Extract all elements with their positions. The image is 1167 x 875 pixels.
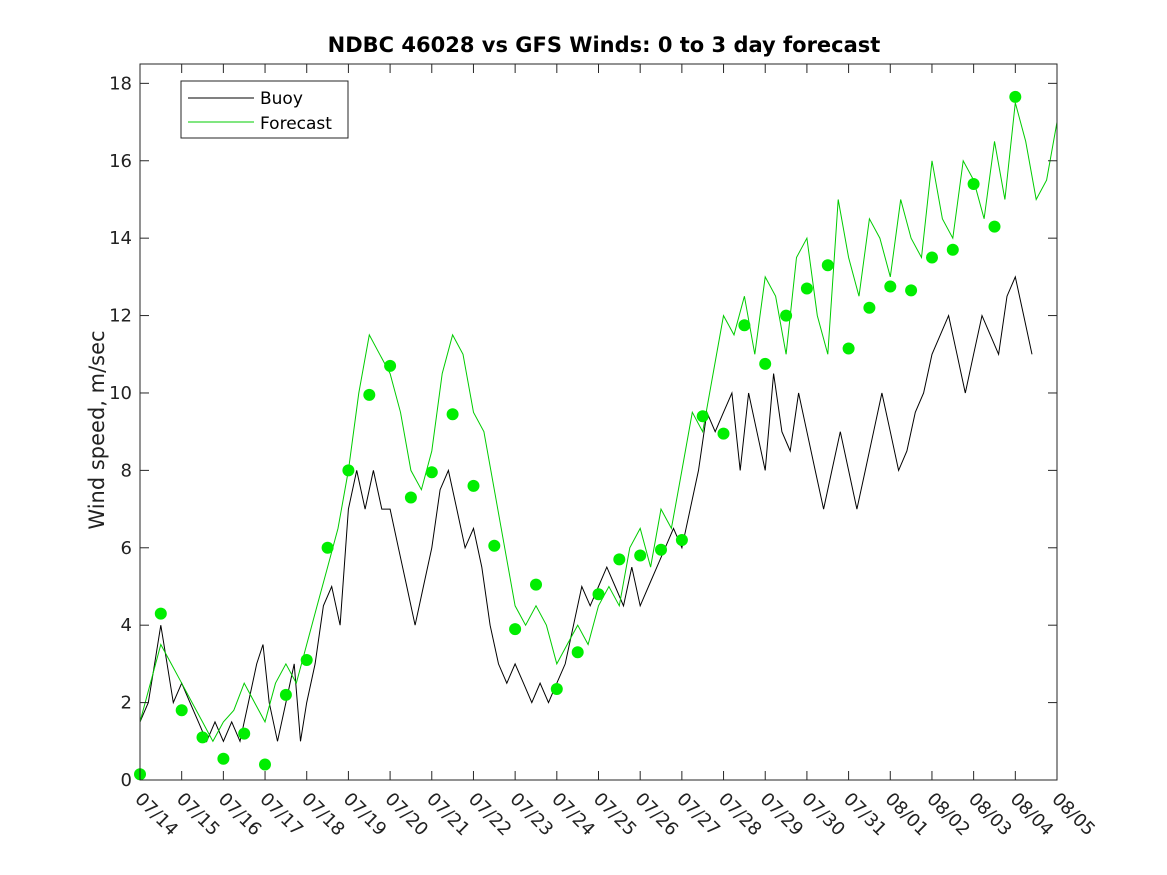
forecast-point [446,408,459,421]
forecast-point [279,688,292,701]
forecast-point [675,534,688,546]
x-tick-label: 07/19 [339,789,391,841]
forecast-markers [134,90,1022,781]
forecast-point [425,466,438,479]
y-axis-ticks: 0 2 4 6 8 10 12 14 16 18 [109,73,1057,791]
forecast-point [509,623,522,636]
forecast-point [634,549,647,562]
forecast-point [467,479,480,492]
x-tick-label: 07/25 [589,789,641,841]
forecast-point [821,259,834,272]
forecast-point [800,282,813,295]
forecast-point [759,357,772,370]
forecast-point [550,683,563,695]
forecast-point [905,284,918,297]
x-tick-label: 07/18 [297,789,349,841]
forecast-point [592,588,605,601]
x-tick-label: 07/31 [839,789,891,841]
x-tick-label: 07/21 [422,789,474,841]
forecast-point [300,654,313,666]
y-tick-label: 0 [121,770,132,791]
y-tick-label: 14 [109,228,132,249]
x-tick-label: 08/01 [881,789,933,841]
x-tick-label: 07/30 [797,789,849,841]
forecast-point [655,543,667,556]
y-axis-label: Wind speed, m/sec [85,330,109,529]
y-tick-label: 6 [121,538,132,559]
legend-buoy-label: Buoy [260,89,303,109]
forecast-point [384,359,397,372]
x-tick-label: 07/20 [381,789,433,841]
y-tick-label: 16 [109,151,132,172]
x-tick-label: 07/23 [506,789,558,841]
forecast-point [259,758,271,771]
forecast-point [842,342,855,355]
x-tick-label: 07/24 [547,789,599,841]
forecast-point [967,178,980,190]
legend: Buoy Forecast [180,80,349,139]
x-tick-label: 07/22 [464,789,516,841]
forecast-point [217,752,230,765]
forecast-point [926,251,938,264]
forecast-point [404,491,417,504]
forecast-point [238,727,251,740]
forecast-point [530,578,542,591]
chart-title: NDBC 46028 vs GFS Winds: 0 to 3 day fore… [328,33,881,57]
legend-forecast-label: Forecast [260,114,332,134]
forecast-point [863,301,876,314]
x-tick-label: 07/26 [631,789,683,841]
forecast-line [139,102,1058,743]
forecast-point [1009,90,1022,103]
x-tick-label: 08/02 [922,789,974,841]
legend-box [180,80,349,139]
forecast-point [196,731,209,744]
forecast-point [738,319,751,332]
x-tick-label: 08/03 [964,789,1016,841]
forecast-point [488,539,501,552]
buoy-line [139,275,1033,743]
x-tick-label: 08/05 [1047,789,1099,841]
forecast-point [342,464,355,477]
forecast-point [717,427,730,440]
y-tick-label: 18 [109,73,132,94]
x-tick-label: 07/15 [172,789,224,841]
forecast-point [780,309,793,322]
forecast-point [571,646,584,659]
forecast-point [321,541,334,554]
y-tick-label: 2 [121,693,132,714]
forecast-point [175,704,188,717]
forecast-point [884,280,897,293]
forecast-point [154,607,167,620]
forecast-point [363,388,376,401]
x-tick-label: 07/28 [714,789,766,841]
y-tick-label: 12 [109,306,132,327]
x-tick-label: 07/29 [756,789,808,841]
x-tick-label: 07/17 [256,789,308,841]
forecast-point [696,410,709,423]
forecast-point [988,220,1001,233]
y-tick-label: 10 [109,383,132,404]
plot-area [140,64,1057,780]
forecast-point [946,243,959,256]
x-tick-label: 08/04 [1006,789,1058,841]
x-tick-label: 07/27 [672,789,724,841]
x-tick-label: 07/16 [214,789,266,841]
y-tick-label: 4 [121,615,132,636]
forecast-point [613,553,626,566]
plot-lines [139,102,1058,743]
x-tick-label: 07/14 [130,789,182,841]
y-tick-label: 8 [121,460,132,481]
